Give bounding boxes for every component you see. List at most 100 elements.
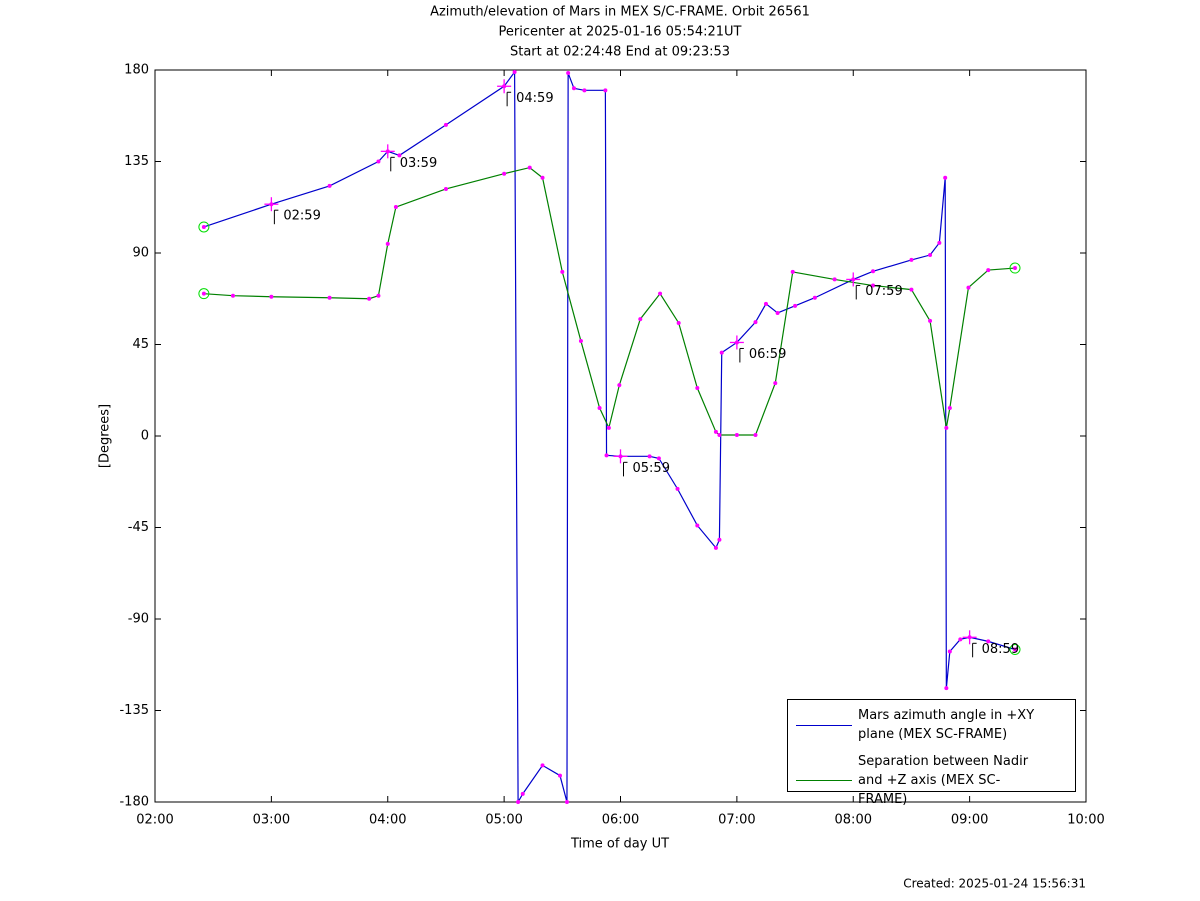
point-marker	[502, 171, 507, 176]
point-marker	[937, 240, 942, 245]
legend-swatch	[796, 724, 852, 726]
point-marker	[520, 791, 525, 796]
point-marker	[557, 773, 562, 778]
x-tick-label: 03:00	[253, 813, 290, 828]
legend-swatch	[796, 780, 852, 781]
y-tick-label: -135	[119, 703, 149, 718]
point-marker	[385, 241, 390, 246]
y-tick-label: 0	[141, 429, 149, 444]
point-marker	[695, 386, 700, 391]
chart-title: Azimuth/elevation of Mars in MEX S/C-FRA…	[430, 5, 810, 20]
point-marker	[647, 454, 652, 459]
y-tick-label: 135	[124, 154, 149, 169]
point-marker	[713, 545, 718, 550]
y-tick-label: 90	[132, 246, 149, 261]
point-marker	[578, 339, 583, 344]
point-marker	[201, 291, 206, 296]
y-axis-label: [Degrees]	[98, 404, 113, 468]
point-marker	[638, 317, 643, 322]
point-marker	[571, 86, 576, 91]
point-marker	[958, 637, 963, 642]
point-marker	[603, 88, 608, 93]
annotation: 06:59	[749, 347, 786, 362]
point-marker	[1013, 647, 1018, 652]
endpoint-marker	[1009, 644, 1021, 655]
point-marker	[564, 800, 569, 804]
y-tick-label: -45	[128, 520, 149, 535]
point-marker	[717, 537, 722, 542]
point-marker	[675, 486, 680, 491]
y-tick-label: -90	[128, 612, 149, 627]
legend-label: Separation between Nadir and +Z axis (ME…	[858, 754, 1029, 807]
point-marker	[376, 293, 381, 298]
x-tick-label: 06:00	[602, 813, 639, 828]
legend-item: Separation between Nadir and +Z axis (ME…	[796, 752, 1048, 809]
x-tick-label: 02:00	[136, 813, 173, 828]
y-tick-label: -180	[119, 795, 149, 810]
point-marker	[753, 432, 758, 437]
point-marker	[753, 320, 758, 325]
legend: Mars azimuth angle in +XY plane (MEX SC-…	[787, 699, 1076, 807]
point-marker	[909, 287, 914, 292]
point-marker	[397, 153, 402, 158]
point-marker	[540, 763, 545, 768]
annotation: 07:59	[865, 284, 902, 299]
point-marker	[566, 71, 571, 76]
point-marker	[376, 159, 381, 164]
endpoint-marker	[198, 221, 210, 233]
point-marker	[269, 294, 274, 299]
point-marker	[773, 381, 778, 386]
annotation: 05:59	[633, 461, 670, 476]
point-marker	[604, 453, 609, 458]
x-tick-label: 04:00	[369, 813, 406, 828]
point-marker	[734, 432, 739, 437]
point-marker	[617, 383, 622, 388]
x-tick-label: 08:00	[835, 813, 872, 828]
point-marker	[832, 277, 837, 282]
point-marker	[947, 405, 952, 410]
point-marker	[658, 291, 663, 296]
point-marker	[1013, 266, 1018, 271]
point-marker	[367, 296, 372, 301]
legend-item: Mars azimuth angle in +XY plane (MEX SC-…	[796, 706, 1048, 744]
point-marker	[656, 456, 661, 461]
point-marker	[909, 257, 914, 262]
point-marker	[327, 295, 332, 300]
point-marker	[695, 523, 700, 528]
annotation: 02:59	[283, 209, 320, 224]
annotation: 03:59	[400, 156, 437, 171]
point-marker	[871, 269, 876, 274]
point-marker	[606, 425, 611, 430]
point-marker	[582, 88, 587, 93]
point-marker	[201, 224, 206, 229]
series-line	[203, 166, 1016, 436]
point-marker	[393, 205, 398, 210]
point-marker	[540, 175, 545, 180]
point-marker	[230, 293, 235, 298]
point-marker	[597, 405, 602, 410]
footnote: Created: 2025-01-24 15:56:31	[903, 877, 1086, 891]
y-tick-label: 45	[132, 337, 149, 352]
point-marker	[966, 285, 971, 290]
point-marker	[512, 70, 517, 75]
point-marker	[713, 429, 718, 434]
point-marker	[516, 800, 521, 804]
point-marker	[560, 269, 565, 274]
y-tick-label: 180	[124, 63, 149, 78]
point-marker	[763, 301, 768, 306]
point-marker	[719, 350, 724, 355]
point-marker	[928, 318, 933, 323]
point-marker	[793, 303, 798, 308]
point-marker	[986, 639, 991, 644]
point-marker	[947, 649, 952, 654]
legend-label: Mars azimuth angle in +XY plane (MEX SC-…	[858, 708, 1035, 742]
point-marker	[775, 310, 780, 315]
point-marker	[944, 425, 949, 430]
point-marker	[812, 295, 817, 300]
x-tick-label: 05:00	[485, 813, 522, 828]
endpoint-marker	[198, 288, 210, 300]
annotation: 08:59	[982, 642, 1019, 657]
x-tick-label: 09:00	[951, 813, 988, 828]
x-tick-label: 10:00	[1067, 813, 1104, 828]
